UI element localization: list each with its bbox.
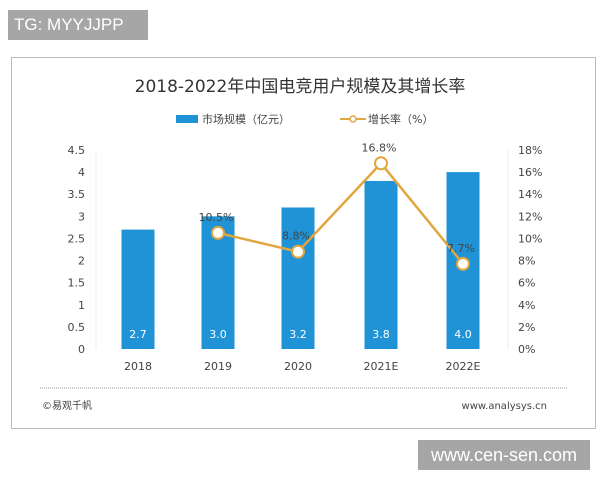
y-right-tick: 2%	[518, 321, 535, 334]
bottom-right-watermark-badge: www.cen-sen.com	[418, 440, 590, 470]
growth-label-2022E: 7.7%	[447, 242, 475, 255]
y-left-tick: 2	[78, 255, 85, 268]
y-left-tick: 1	[78, 299, 85, 312]
legend-line-marker	[349, 115, 357, 123]
y-left-tick: 1.5	[68, 277, 86, 290]
bar-label-2022E: 4.0	[454, 328, 472, 341]
bar-label-2018: 2.7	[129, 328, 147, 341]
x-tick-2018: 2018	[124, 360, 152, 373]
footer-source: ©易观千帆	[42, 399, 92, 412]
x-tick-2020: 2020	[284, 360, 312, 373]
bar-label-2020: 3.2	[289, 328, 307, 341]
chart-title: 2018-2022年中国电竞用户规模及其增长率	[135, 77, 466, 97]
y-right-tick: 10%	[518, 232, 542, 245]
y-right-tick: 18%	[518, 144, 542, 157]
y-right-tick: 6%	[518, 277, 535, 290]
chart-frame	[11, 57, 596, 429]
bar-label-2019: 3.0	[209, 328, 227, 341]
bar-2018	[121, 229, 155, 349]
y-left-tick: 4.5	[68, 144, 86, 157]
growth-point-2020	[291, 244, 305, 259]
footer-url: www.analysys.cn	[462, 401, 547, 412]
bar-2020	[281, 207, 315, 349]
top-left-watermark-badge: TG: MYYJJPP	[8, 10, 148, 40]
growth-label-2019: 10.5%	[199, 211, 234, 224]
y-right-tick: 14%	[518, 188, 542, 201]
y-left-tick: 3	[78, 210, 85, 223]
legend-bar-swatch	[176, 115, 198, 123]
growth-point-2019	[211, 225, 225, 240]
growth-label-2020: 8.8%	[282, 230, 310, 243]
legend-bar-label: 市场规模（亿元）	[202, 112, 290, 126]
growth-label-2021E: 16.8%	[362, 141, 397, 154]
y-right-tick: 12%	[518, 210, 542, 223]
growth-point-2022E	[456, 256, 470, 271]
growth-line	[217, 161, 464, 265]
y-left-tick: 0	[78, 343, 85, 356]
y-left-tick: 2.5	[68, 232, 86, 245]
y-right-tick: 0%	[518, 343, 535, 356]
y-right-tick: 16%	[518, 166, 542, 179]
y-left-tick: 4	[78, 166, 85, 179]
x-tick-2022E: 2022E	[446, 360, 481, 373]
x-tick-2019: 2019	[204, 360, 232, 373]
x-tick-2021E: 2021E	[364, 360, 399, 373]
y-right-tick: 4%	[518, 299, 535, 312]
growth-point-2021E	[374, 156, 388, 171]
y-left-tick: 3.5	[68, 188, 86, 201]
bar-label-2021E: 3.8	[372, 328, 390, 341]
legend-line-label: 增长率（%）	[368, 112, 433, 126]
y-left-tick: 0.5	[68, 321, 86, 334]
bar-2021E	[364, 180, 398, 349]
y-right-tick: 8%	[518, 255, 535, 268]
